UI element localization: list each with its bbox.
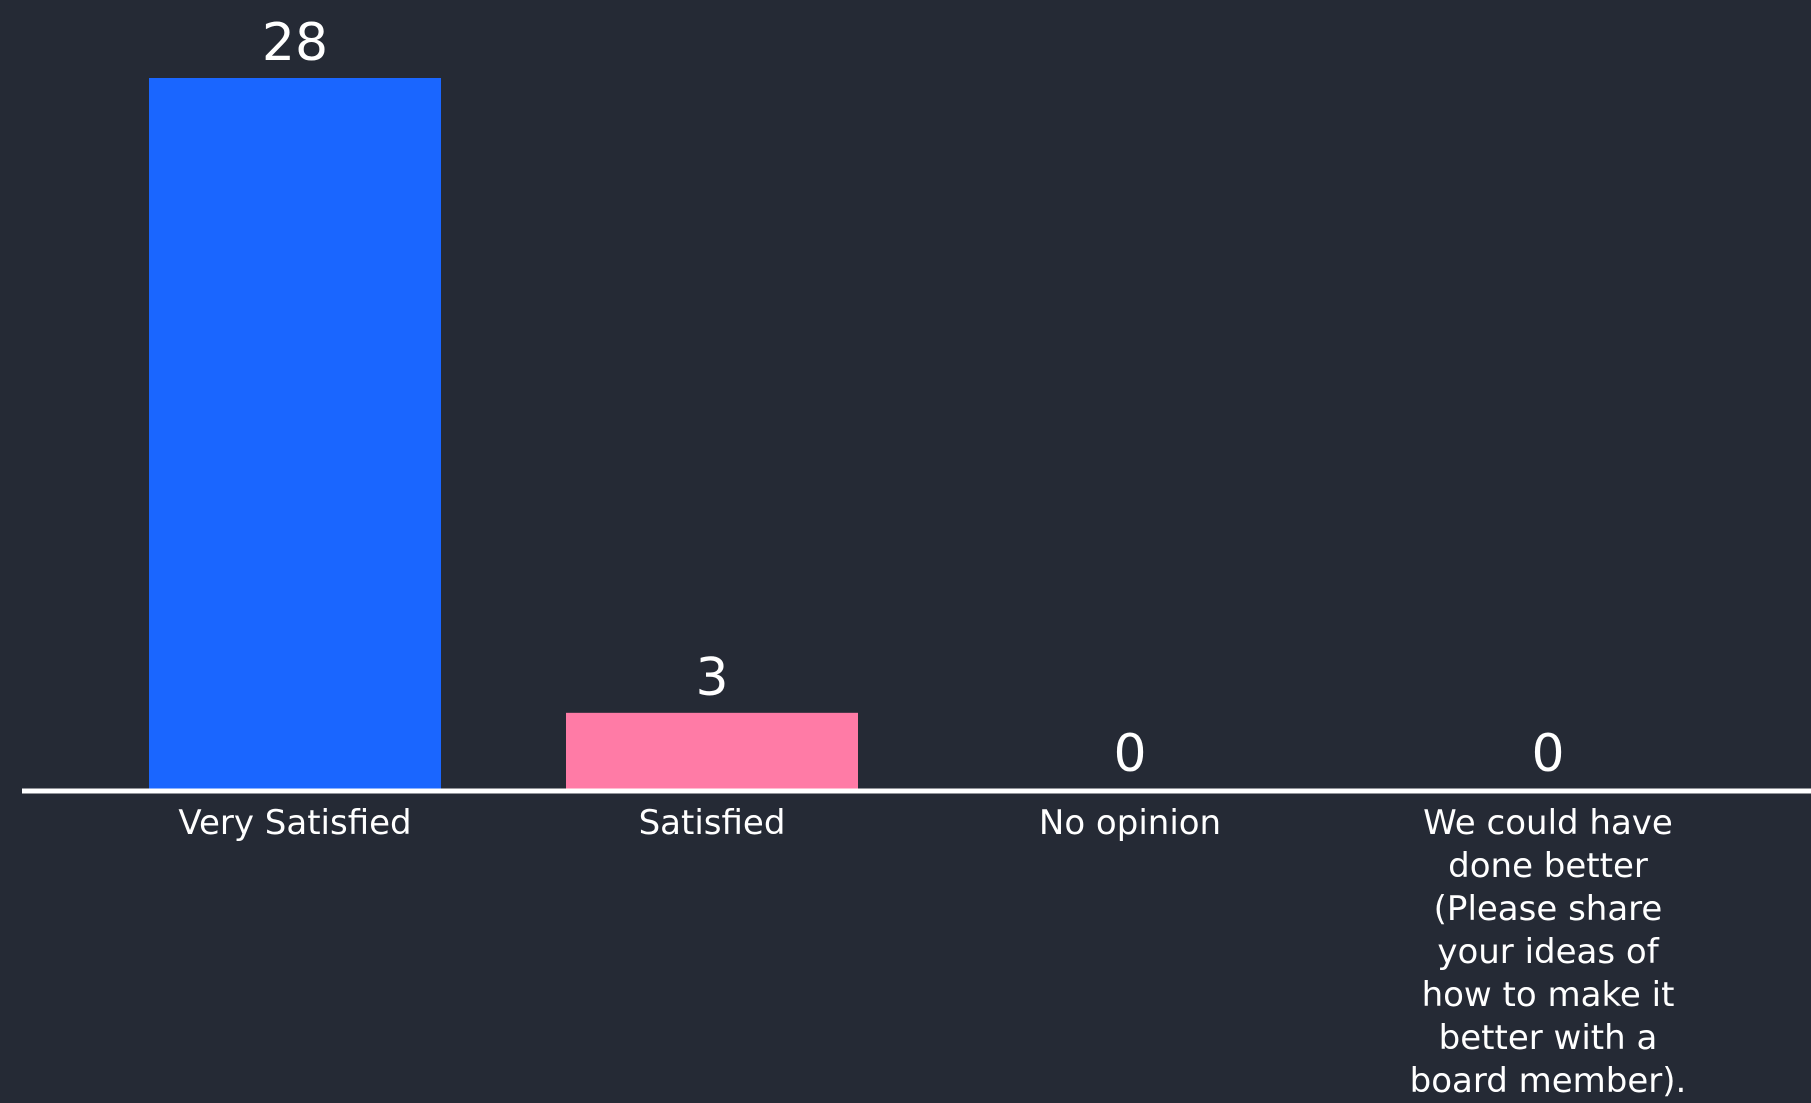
value-label-2: 0 — [1113, 724, 1146, 784]
category-label-1: Satisfied — [639, 803, 786, 843]
category-label-0: Very Satisfied — [178, 803, 411, 843]
value-label-3: 0 — [1531, 724, 1564, 784]
category-label-2: No opinion — [1039, 803, 1221, 843]
category-label-line: how to make it — [1422, 975, 1675, 1015]
category-label-line: done better — [1448, 846, 1648, 886]
category-label-line: Satisfied — [639, 803, 786, 843]
value-labels-group: 28 3 0 0 — [262, 13, 1565, 784]
category-label-line: Very Satisfied — [178, 803, 411, 843]
value-label-1: 3 — [695, 648, 728, 708]
bar-0 — [149, 78, 441, 789]
category-label-line: No opinion — [1039, 803, 1221, 843]
category-label-line: board member). — [1410, 1061, 1687, 1101]
category-label-line: We could have — [1423, 803, 1673, 843]
category-label-line: (Please share — [1434, 889, 1663, 929]
category-labels-group: Very Satisfied Satisfied No opinion We coul… — [178, 803, 1686, 1101]
category-label-3: We could have done better (Please share you… — [1410, 803, 1687, 1101]
bars-group — [149, 78, 858, 789]
value-label-0: 28 — [262, 13, 328, 73]
bar-1 — [566, 712, 858, 789]
category-label-line: your ideas of — [1437, 932, 1659, 972]
category-label-line: better with a — [1439, 1018, 1658, 1058]
